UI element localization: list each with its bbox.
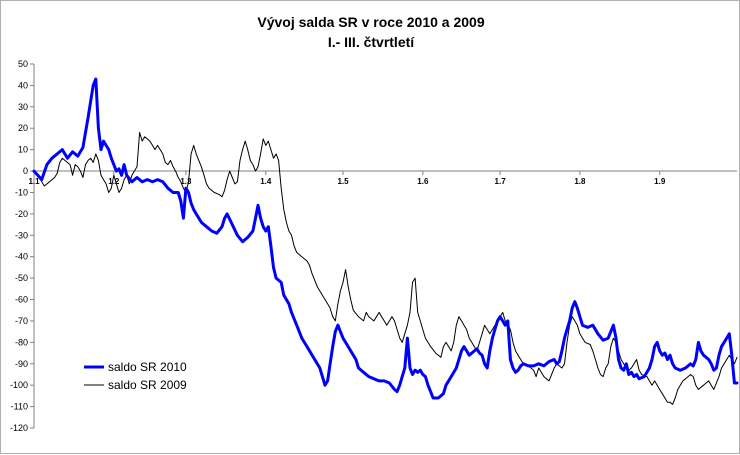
x-tick-label: 1.7 (495, 177, 507, 186)
y-tick-label: 0 (23, 166, 28, 176)
y-tick-label: -100 (10, 380, 28, 390)
y-tick-label: 50 (18, 59, 28, 69)
y-tick-label: -110 (11, 402, 28, 412)
y-tick-label: 20 (18, 123, 28, 133)
y-tick-label: -80 (15, 337, 28, 347)
x-tick-label: 1.5 (337, 177, 349, 186)
x-tick-label: 1.4 (260, 177, 272, 186)
y-tick-label: -30 (15, 230, 28, 240)
y-tick-label: -40 (15, 252, 28, 262)
y-tick-label: 30 (18, 102, 28, 112)
x-tick-label: 1.3 (180, 177, 192, 186)
series-line-saldo-sr-2010 (32, 77, 739, 400)
x-tick-label: 1.8 (574, 177, 586, 186)
y-tick-label: -50 (15, 273, 28, 283)
y-tick-label: -120 (10, 423, 28, 433)
y-tick-label: 10 (18, 145, 28, 155)
x-tick-label: 1.2 (108, 177, 120, 186)
x-tick-label: 1.1 (28, 177, 40, 186)
chart-title: Vývoj salda SR v roce 2010 a 2009 (257, 14, 484, 30)
y-tick-label: -20 (15, 209, 28, 219)
legend-label: saldo SR 2010 (108, 360, 187, 374)
legend: saldo SR 2010 saldo SR 2009 (84, 360, 187, 392)
chart-subtitle: I.- III. čtvrtletí (328, 34, 415, 50)
y-tick-label: -10 (15, 187, 28, 197)
series-layer (32, 77, 739, 405)
x-tick-label: 1.9 (654, 177, 666, 186)
y-tick-label: 40 (18, 80, 28, 90)
y-tick-label: -70 (15, 316, 28, 326)
legend-label: saldo SR 2009 (108, 378, 187, 392)
y-tick-label: -90 (15, 359, 28, 369)
axes: 50 40 30 20 10 0 -10 -20 -30 -40 -50 -60 -70 -80 -90 -1… (10, 59, 737, 433)
x-tick-label: 1.6 (417, 177, 429, 186)
y-tick-label: -60 (15, 295, 28, 305)
